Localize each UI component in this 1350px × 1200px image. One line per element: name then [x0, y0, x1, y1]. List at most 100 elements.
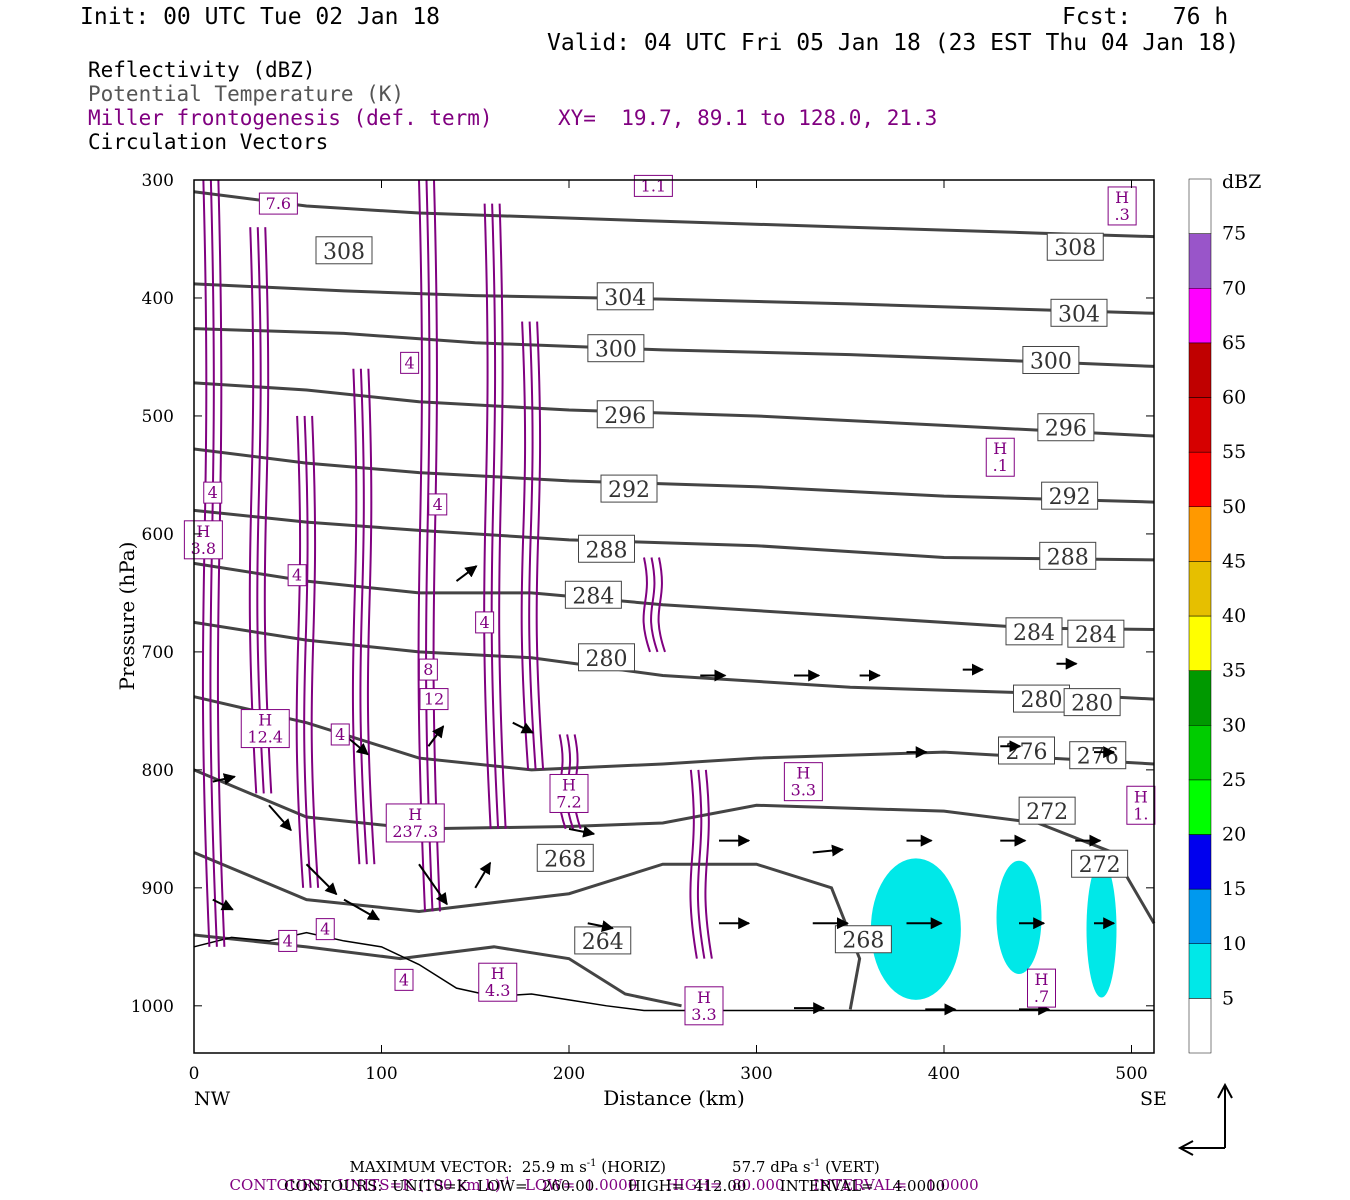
colorbar-swatch — [1188, 451, 1212, 507]
colorbar-swatch — [1188, 506, 1212, 562]
frontogenesis-label: H — [196, 522, 210, 541]
frontogenesis-label: H — [796, 764, 810, 783]
frontogenesis-label: H — [408, 805, 422, 824]
theta-label-box — [600, 474, 658, 503]
frontogenesis-label: 4 — [480, 613, 490, 632]
theta-label: 308 — [1054, 236, 1096, 261]
frontogenesis-label-box — [400, 351, 420, 374]
theta-label-box — [1037, 413, 1095, 442]
footer-contours-theta: CONTOURS: UNITS=K LOW= 260.00 HIGH= 412.… — [284, 1177, 946, 1195]
footer-max-vector: MAXIMUM VECTOR: 25.9 m s-1 (HORIZ) 57.7 d… — [349, 1158, 880, 1176]
colorbar-label: 40 — [1222, 605, 1246, 627]
colorbar-label: 30 — [1222, 714, 1246, 736]
frontogenesis-label: .7 — [1034, 987, 1049, 1006]
colorbar-label: 5 — [1222, 987, 1234, 1009]
theta-label-box — [536, 843, 594, 872]
theta-label-box — [1041, 481, 1099, 510]
frontogenesis-contour — [303, 415, 312, 888]
frontogenesis-label: H — [697, 988, 711, 1007]
colorbar-label: 45 — [1222, 550, 1246, 572]
forecast-hour: Fcst: 76 h — [1062, 4, 1229, 30]
frontogenesis-label: H — [1035, 970, 1049, 989]
circulation-vector — [212, 898, 234, 911]
theta-label: 280 — [586, 647, 628, 672]
frontogenesis-label-box — [478, 962, 518, 1002]
theta-label: 304 — [604, 286, 646, 311]
x-tick-label: 500 — [1115, 1064, 1147, 1084]
colorbar-swatch — [1188, 943, 1212, 999]
frontogenesis-label-box — [985, 437, 1015, 477]
frontogenesis-label: 4 — [399, 970, 409, 989]
x-axis-label: Distance (km) — [603, 1086, 745, 1110]
colorbar-label: 75 — [1222, 223, 1246, 245]
legend-miller: Miller frontogenesis (def. term) — [88, 106, 493, 130]
theta-label: 292 — [608, 478, 650, 503]
circulation-vector — [587, 920, 614, 932]
theta-contour-288 — [193, 508, 1155, 562]
theta-label-box — [596, 282, 654, 311]
theta-label: 284 — [1013, 621, 1055, 646]
y-axis-label: Pressure (hPa) — [115, 542, 139, 691]
theta-label: 292 — [1049, 485, 1091, 510]
x-tick-label: 0 — [189, 1064, 200, 1084]
frontogenesis-contour — [498, 203, 507, 829]
theta-label: 296 — [1045, 417, 1087, 442]
frontogenesis-label: 4 — [335, 725, 345, 744]
circulation-vector — [812, 844, 844, 857]
colorbar-swatch — [1188, 397, 1212, 453]
frontogenesis-contour — [535, 321, 545, 770]
frontogenesis-contour — [263, 227, 273, 794]
frontogenesis-label-box — [240, 709, 290, 749]
frontogenesis-contour — [425, 179, 434, 912]
colorbar-label: 65 — [1222, 332, 1246, 354]
frontogenesis-label-box — [1027, 968, 1056, 1008]
frontogenesis-contour — [351, 368, 361, 865]
theta-label-box — [1039, 541, 1097, 570]
frontogenesis-contour — [216, 179, 226, 947]
colorbar-swatch — [1188, 779, 1212, 835]
colorbar-swatch — [1188, 233, 1212, 289]
theta-contour-300 — [193, 327, 1155, 368]
frontogenesis-contour — [432, 179, 441, 912]
max-vector-vert-tag: (VERT) — [820, 1158, 880, 1176]
frontogenesis-label-box — [330, 723, 350, 746]
y-tick-label: 900 — [142, 879, 174, 899]
colorbar-label: 35 — [1222, 660, 1246, 682]
x-axis-right-end: SE — [1140, 1088, 1167, 1110]
circulation-vector — [427, 725, 445, 747]
theta-label: 304 — [1058, 302, 1100, 327]
theta-label-box — [834, 925, 892, 954]
x-tick-label: 400 — [928, 1064, 960, 1084]
frontogenesis-label-box — [385, 803, 445, 843]
theta-label: 276 — [1006, 740, 1048, 765]
legend-xy: XY= 19.7, 89.1 to 128.0, 21.3 — [558, 106, 938, 130]
theta-contour-296 — [193, 381, 1155, 438]
theta-label: 268 — [842, 929, 884, 954]
frontogenesis-label-box — [287, 564, 307, 587]
frontogenesis-label: 1. — [1133, 804, 1148, 823]
frontogenesis-label: 4.3 — [485, 981, 510, 1000]
x-tick-label: 100 — [365, 1064, 397, 1084]
frontogenesis-label: H — [562, 775, 576, 794]
x-tick-label: 200 — [553, 1064, 585, 1084]
theta-label: 272 — [1026, 800, 1068, 825]
frontogenesis-contour — [689, 769, 698, 959]
frontogenesis-label-box — [183, 520, 223, 560]
theta-contour-308 — [193, 190, 1155, 239]
theta-label-box — [1050, 298, 1108, 327]
frontogenesis-contour — [528, 321, 537, 770]
circulation-vector — [343, 898, 381, 921]
colorbar-swatch — [1188, 834, 1212, 890]
frontogenesis-contour — [248, 227, 258, 794]
frontogenesis-label: 237.3 — [392, 822, 438, 841]
frontogenesis-label-box — [684, 986, 724, 1026]
frontogenesis-label-box — [428, 493, 448, 516]
frontogenesis-contour — [657, 557, 666, 653]
frontogenesis-label-box — [475, 611, 495, 634]
theta-label-box — [1069, 741, 1127, 770]
theta-label-box — [315, 236, 373, 265]
plot-frame — [193, 179, 1155, 1054]
theta-label: 300 — [1030, 349, 1072, 374]
frontogenesis-contour — [366, 368, 376, 865]
theta-label-box — [1063, 688, 1121, 717]
